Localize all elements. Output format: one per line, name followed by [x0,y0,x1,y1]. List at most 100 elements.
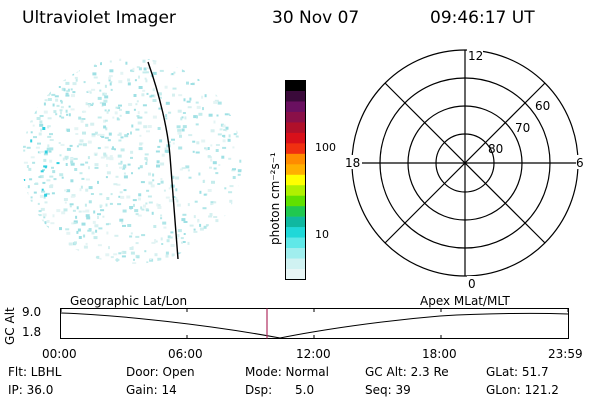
uv-speckle [218,164,221,166]
uv-speckle [97,244,102,247]
uv-speckle [199,223,202,227]
uv-speckle [162,221,167,225]
uv-speckle [52,103,55,107]
uv-speckle [156,160,160,164]
uv-speckle [217,58,222,61]
timeline-ytick-low: 1.8 [22,325,42,339]
uv-speckle [157,127,161,130]
uv-speckle [76,206,79,210]
gc-alt-info: GC Alt: 2.3 Re [365,365,449,379]
uv-speckle [65,158,68,161]
uv-speckle [71,194,76,198]
uv-speckle [109,82,112,86]
uv-speckle [197,78,200,81]
uv-speckle [115,258,120,261]
uv-speckle [159,139,163,143]
uv-speckle [30,93,35,97]
uv-speckle [227,93,231,96]
uv-speckle [189,97,192,101]
uv-speckle [36,117,41,120]
uv-speckle [202,207,207,210]
uv-speckle [72,258,75,260]
uv-speckle [79,188,82,192]
uv-speckle [50,62,55,66]
glon-info: GLon: 121.2 [486,383,559,397]
uv-speckle [99,257,102,260]
uv-speckle [169,236,173,239]
uv-speckle [176,64,181,68]
colorbar-band [285,185,306,197]
uv-speckle [198,172,201,176]
colorbar-band [285,174,306,186]
uv-speckle [74,168,78,171]
uv-speckle [194,200,198,203]
uv-speckle [36,89,41,92]
uv-speckle [142,104,147,107]
uv-speckle [81,177,85,180]
uv-speckle [152,115,157,119]
colorbar-band [285,90,306,102]
uv-speckle [75,215,78,219]
uv-speckle [91,133,96,136]
uv-speckle [120,195,125,199]
uv-speckle [80,58,83,61]
timeline-y-axis-label: GC Alt [3,307,17,345]
colorbar-tick-10: 10 [315,228,329,241]
uv-speckle [110,256,114,259]
uv-speckle [164,149,169,153]
uv-speckle [93,65,97,67]
uv-speckle [84,255,87,258]
uv-speckle [47,117,52,120]
uv-speckle [52,170,56,174]
uv-speckle [22,209,24,212]
uv-speckle [100,135,102,137]
uv-speckle [196,115,198,119]
uv-speckle [199,227,204,231]
uv-speckle [130,69,134,72]
uv-speckle [43,195,46,199]
uv-speckle [113,183,118,186]
uv-speckle [202,107,204,111]
uv-speckle [228,191,233,194]
uv-speckle [225,126,229,130]
uv-speckle [72,253,77,256]
uv-speckle [172,93,175,97]
orbit-altitude-plot [60,308,569,339]
uv-speckle [127,82,131,86]
uv-speckle [59,252,62,256]
uv-speckle [181,167,186,170]
uv-speckle [111,147,115,150]
uv-speckle [132,67,135,71]
uv-speckle [30,156,35,159]
uv-speckle [147,125,152,128]
uv-speckle [104,84,107,88]
uv-speckle [71,222,75,225]
uv-speckle [129,247,134,250]
uv-speckle [157,257,162,261]
uv-speckle [65,92,69,95]
uv-speckle [108,78,111,82]
uv-speckle [119,218,124,222]
uv-speckle [47,231,49,235]
uv-speckle [22,77,26,80]
uv-speckle [239,91,242,94]
uv-speckle [137,121,142,125]
uv-speckle [199,251,202,255]
uv-speckle [105,253,110,257]
uv-speckle [136,265,140,266]
uv-speckle [224,113,229,116]
uv-speckle [52,214,55,218]
uv-speckle [47,125,51,128]
uv-speckle [47,251,52,255]
uv-speckle [68,113,71,117]
uv-speckle [92,220,96,224]
uv-speckle [51,93,56,96]
uv-speckle [22,113,23,116]
uv-speckle [231,169,236,172]
uv-speckle [82,210,87,213]
uv-speckle [141,93,145,97]
uv-speckle [70,108,75,111]
uv-speckle [114,148,116,151]
colorbar-tick-100: 100 [315,141,336,154]
uv-speckle [222,124,226,128]
